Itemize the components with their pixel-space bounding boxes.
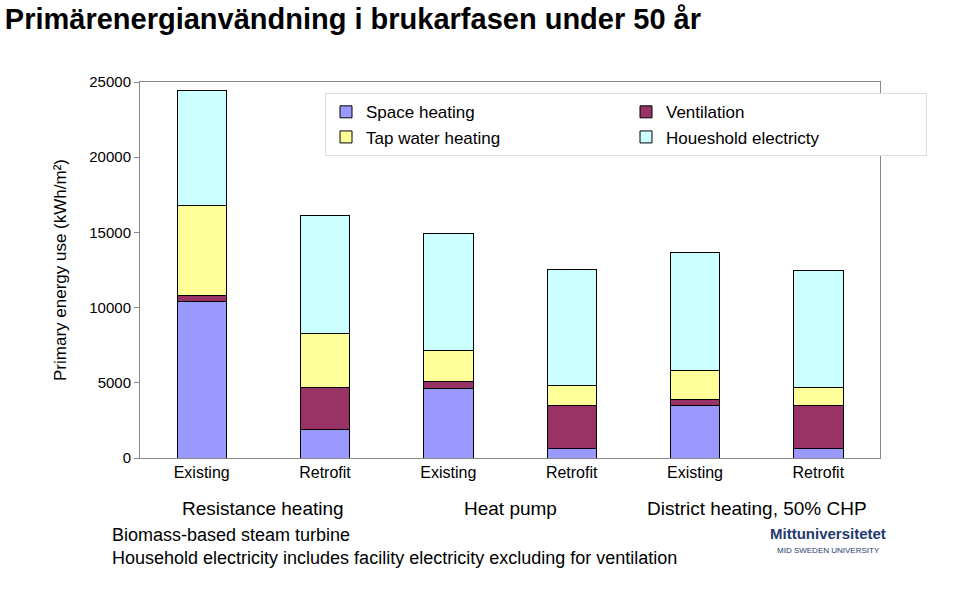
svg-text:Household electricity includes: Household electricity includes facility …: [112, 548, 677, 568]
svg-text:Biomass-based steam turbine: Biomass-based steam turbine: [112, 525, 350, 545]
svg-text:Retrofit: Retrofit: [299, 464, 351, 481]
svg-text:Ventilation: Ventilation: [666, 103, 744, 122]
svg-text:Existing: Existing: [420, 464, 476, 481]
svg-text:25000: 25000: [89, 73, 131, 90]
svg-text:Houeshold electricty: Houeshold electricty: [666, 129, 820, 148]
svg-text:Tap water heating: Tap water heating: [366, 129, 500, 148]
svg-text:Primärenergianvändning i bruka: Primärenergianvändning i brukarfasen und…: [5, 3, 701, 35]
svg-text:5000: 5000: [98, 374, 131, 391]
svg-text:MID SWEDEN UNIVERSITY: MID SWEDEN UNIVERSITY: [777, 546, 880, 555]
svg-text:Heat pump: Heat pump: [464, 498, 557, 519]
svg-text:District heating, 50% CHP: District heating, 50% CHP: [647, 498, 867, 519]
svg-text:Primary energy use (kWh/m²): Primary energy use (kWh/m²): [51, 159, 70, 381]
svg-text:Resistance heating: Resistance heating: [182, 498, 344, 519]
svg-text:20000: 20000: [89, 148, 131, 165]
svg-text:Existing: Existing: [667, 464, 723, 481]
svg-text:Mittuniversitetet: Mittuniversitetet: [770, 525, 886, 542]
svg-text:15000: 15000: [89, 224, 131, 241]
svg-text:Space heating: Space heating: [366, 103, 475, 122]
svg-text:Retrofit: Retrofit: [793, 464, 845, 481]
svg-text:0: 0: [123, 449, 131, 466]
svg-text:10000: 10000: [89, 299, 131, 316]
svg-text:Existing: Existing: [174, 464, 230, 481]
svg-text:Retrofit: Retrofit: [546, 464, 598, 481]
